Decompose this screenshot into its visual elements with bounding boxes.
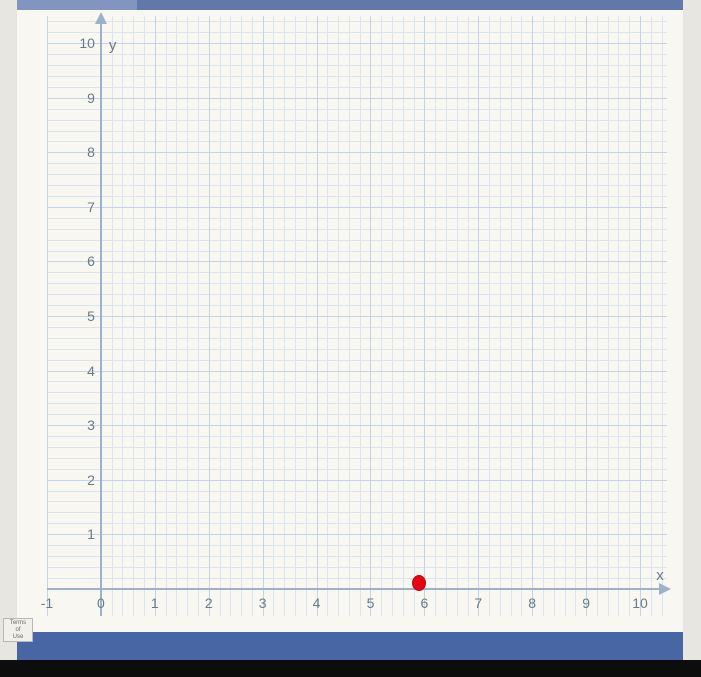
y-tick-label: 3	[71, 417, 95, 433]
plotted-point[interactable]	[412, 575, 426, 591]
minor-gridline-h	[47, 436, 667, 437]
minor-gridline-h	[47, 294, 667, 295]
minor-gridline-h	[47, 458, 667, 459]
terms-of-use-link[interactable]: Terms of Use	[3, 618, 33, 642]
y-tick-label: 7	[71, 199, 95, 215]
minor-gridline-h	[47, 141, 667, 142]
terms-line1: Terms	[4, 620, 32, 627]
y-tick-label: 10	[71, 35, 95, 51]
minor-gridline-h	[47, 327, 667, 328]
y-tick-label: 2	[71, 472, 95, 488]
gridline-h	[47, 425, 667, 426]
x-tick-label: 0	[91, 595, 111, 611]
footer-bar	[17, 632, 683, 660]
minor-gridline-h	[47, 392, 667, 393]
minor-gridline-h	[47, 545, 667, 546]
gridline-h	[47, 316, 667, 317]
minor-gridline-h	[47, 414, 667, 415]
y-tick-label: 8	[71, 144, 95, 160]
terms-line2: of	[4, 627, 32, 634]
coordinate-plane[interactable]: 12345678910-1012345678910yx	[47, 16, 667, 616]
y-tick-label: 4	[71, 363, 95, 379]
x-tick-label: 7	[468, 595, 488, 611]
gridline-h	[47, 480, 667, 481]
minor-gridline-h	[47, 185, 667, 186]
y-tick-label: 1	[71, 526, 95, 542]
gridline-h	[47, 534, 667, 535]
minor-gridline-h	[47, 229, 667, 230]
x-tick-label: 5	[360, 595, 380, 611]
minor-gridline-h	[47, 578, 667, 579]
x-axis-arrow	[659, 583, 671, 595]
minor-gridline-h	[47, 163, 667, 164]
minor-gridline-h	[47, 218, 667, 219]
x-tick-label: 4	[307, 595, 327, 611]
x-tick-label: 2	[199, 595, 219, 611]
gridline-h	[47, 98, 667, 99]
minor-gridline-h	[47, 512, 667, 513]
minor-gridline-h	[47, 283, 667, 284]
x-tick-label: 10	[630, 595, 650, 611]
chart-container: 1 2 3 4 5 6 7 8 9 10 -1 0 1 2 3 4 5 6 7 8 9 10 y x	[17, 0, 683, 645]
y-axis-arrow	[95, 12, 107, 24]
y-axis-label: y	[109, 37, 117, 54]
minor-gridline-h	[47, 65, 667, 66]
minor-gridline-h	[47, 87, 667, 88]
minor-gridline-h	[47, 523, 667, 524]
minor-gridline-h	[47, 109, 667, 110]
x-tick-label: 3	[253, 595, 273, 611]
x-tick-label: 6	[414, 595, 434, 611]
minor-gridline-h	[47, 76, 667, 77]
minor-gridline-h	[47, 567, 667, 568]
minor-gridline-h	[47, 240, 667, 241]
minor-gridline-h	[47, 403, 667, 404]
gridline-h	[47, 261, 667, 262]
minor-gridline-h	[47, 174, 667, 175]
x-tick-label: 9	[576, 595, 596, 611]
x-tick-label: 1	[145, 595, 165, 611]
minor-gridline-h	[47, 196, 667, 197]
minor-gridline-h	[47, 305, 667, 306]
y-tick-label: 6	[71, 253, 95, 269]
minor-gridline-h	[47, 338, 667, 339]
minor-gridline-h	[47, 32, 667, 33]
minor-gridline-h	[47, 120, 667, 121]
gridline-h	[47, 371, 667, 372]
minor-gridline-h	[47, 54, 667, 55]
x-tick-label: -1	[37, 595, 57, 611]
y-tick-label: 9	[71, 90, 95, 106]
x-axis-label: x	[656, 567, 664, 584]
minor-gridline-h	[47, 491, 667, 492]
gridline-h	[47, 152, 667, 153]
y-axis	[100, 20, 102, 616]
gridline-h	[47, 207, 667, 208]
minor-gridline-h	[47, 501, 667, 502]
minor-gridline-h	[47, 469, 667, 470]
y-tick-label: 5	[71, 308, 95, 324]
minor-gridline-h	[47, 131, 667, 132]
minor-gridline-h	[47, 272, 667, 273]
minor-gridline-h	[47, 21, 667, 22]
minor-gridline-h	[47, 447, 667, 448]
minor-gridline-h	[47, 360, 667, 361]
minor-gridline-h	[47, 251, 667, 252]
terms-line3: Use	[4, 634, 32, 641]
x-axis	[47, 588, 663, 590]
minor-gridline-h	[47, 381, 667, 382]
minor-gridline-h	[47, 349, 667, 350]
x-tick-label: 8	[522, 595, 542, 611]
progress-bar-fill	[17, 0, 137, 10]
minor-gridline-h	[47, 556, 667, 557]
gridline-h	[47, 43, 667, 44]
